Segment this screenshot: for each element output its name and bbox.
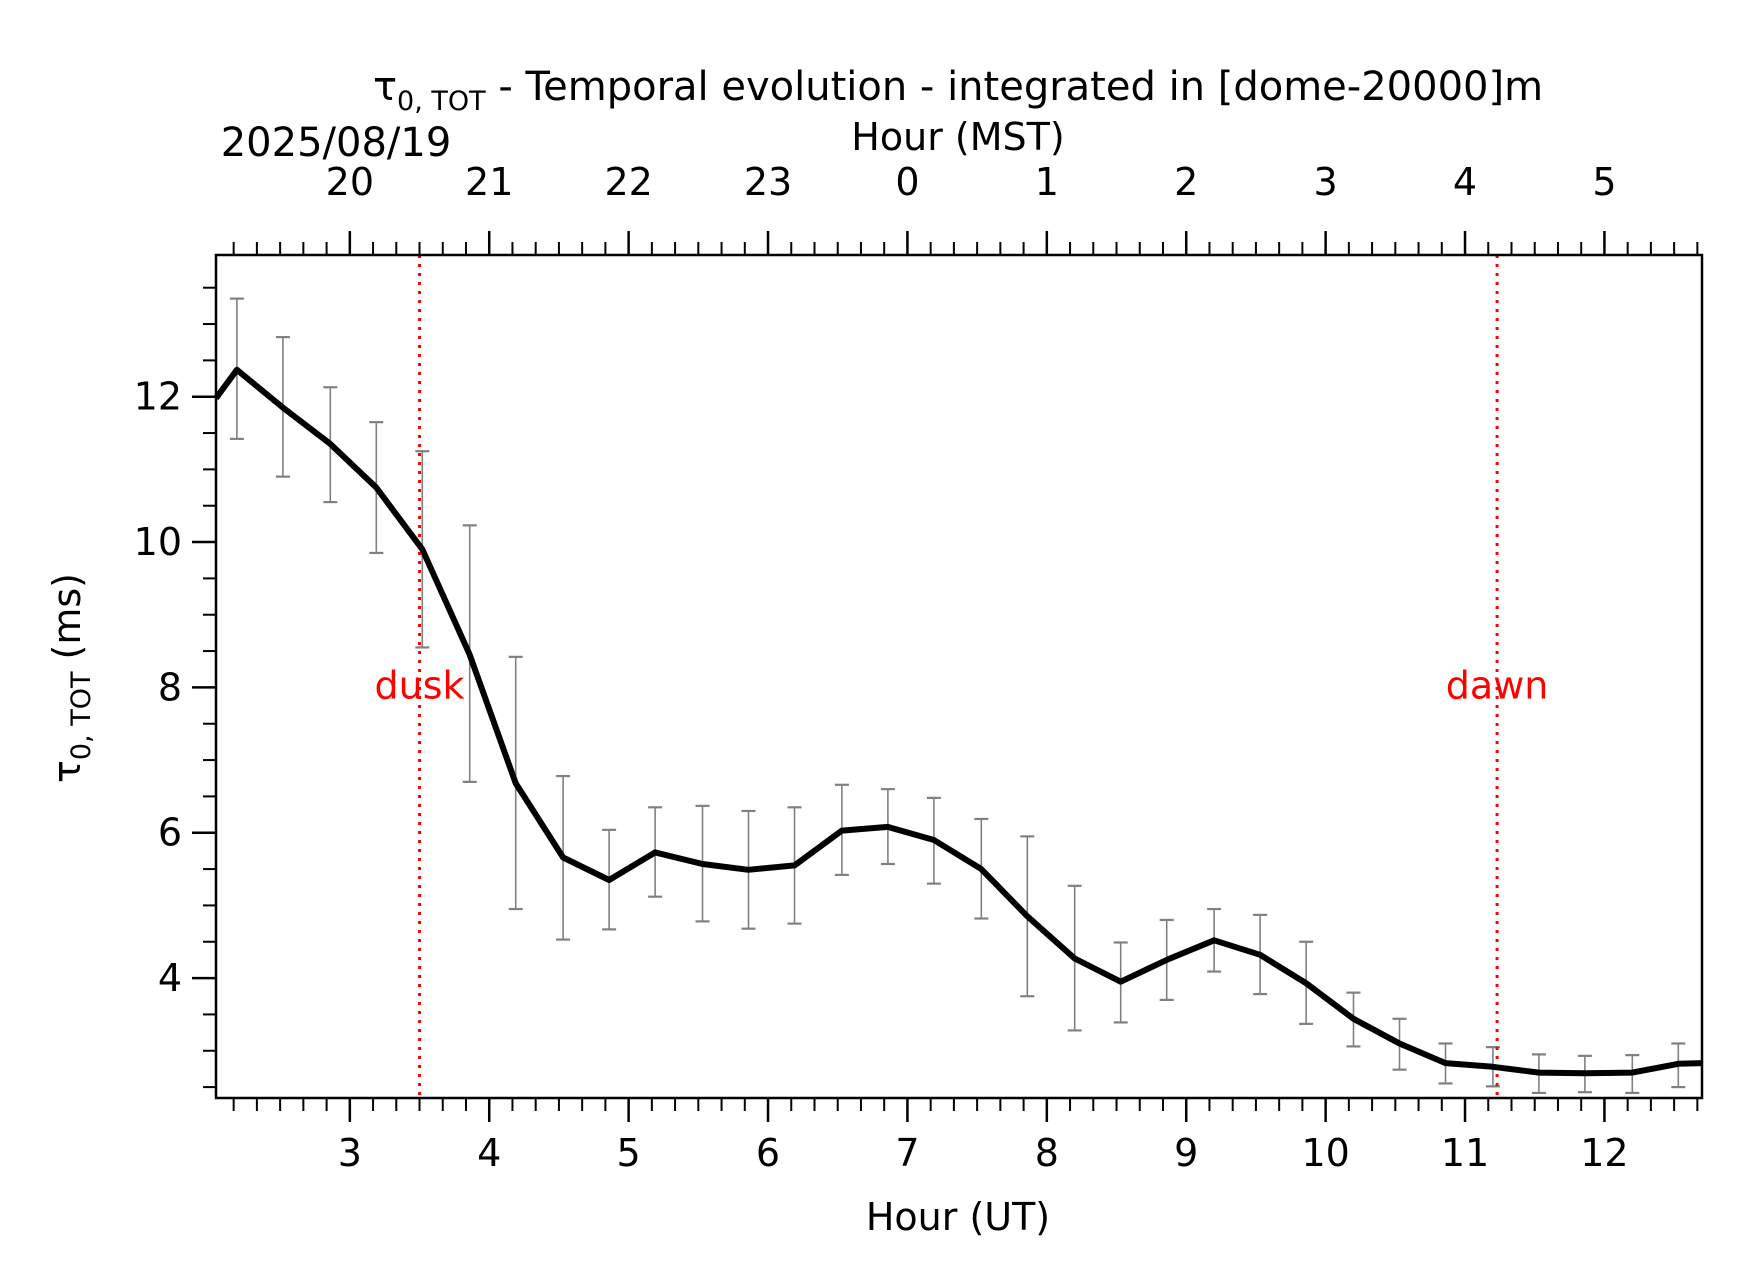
date-label: 2025/08/19 [221, 120, 452, 166]
x-tick-label: 8 [1035, 1131, 1059, 1175]
x-top-tick-label: 22 [604, 160, 652, 204]
plot-frame [214, 253, 1704, 1100]
y-tick-label: 8 [158, 665, 182, 709]
dawn-label: dawn [1446, 663, 1549, 707]
x-top-tick-label: 20 [326, 160, 374, 204]
y-tick-label: 12 [134, 375, 182, 419]
x-tick-label: 11 [1441, 1131, 1489, 1175]
x-tick-label: 3 [338, 1131, 362, 1175]
x-axis-label: Hour (UT) [866, 1195, 1050, 1239]
x-top-tick-label: 2 [1174, 160, 1198, 204]
x-tick-label: 5 [617, 1131, 641, 1175]
x-top-tick-label: 3 [1314, 160, 1338, 204]
plot-area: dusk dawn [213, 255, 1703, 1098]
x-tick-label: 9 [1174, 1131, 1198, 1175]
x-top-tick-label: 0 [895, 160, 919, 204]
y-axis-label: τ0, TOT (ms) [45, 573, 97, 783]
x-top-tick-label: 5 [1592, 160, 1616, 204]
x-tick-label: 6 [756, 1131, 780, 1175]
x-top-tick-label: 1 [1035, 160, 1059, 204]
x-tick-label: 4 [477, 1131, 501, 1175]
y-tick-label: 6 [158, 811, 182, 855]
x-top-tick-label: 4 [1453, 160, 1477, 204]
y-tick-label: 4 [158, 956, 182, 1000]
dusk-label: dusk [375, 663, 465, 707]
x-tick-label: 7 [895, 1131, 919, 1175]
x-top-tick-label: 21 [465, 160, 513, 204]
y-tick-label: 10 [134, 520, 182, 564]
tau0-series-line [213, 366, 1703, 1077]
x-top-tick-label: 23 [744, 160, 792, 204]
chart-title: τ0, TOT - Temporal evolution - integrate… [373, 64, 1543, 117]
x-tick-label: 12 [1580, 1131, 1628, 1175]
top-x-axis-label: Hour (MST) [851, 115, 1064, 159]
x-tick-label: 10 [1301, 1131, 1349, 1175]
